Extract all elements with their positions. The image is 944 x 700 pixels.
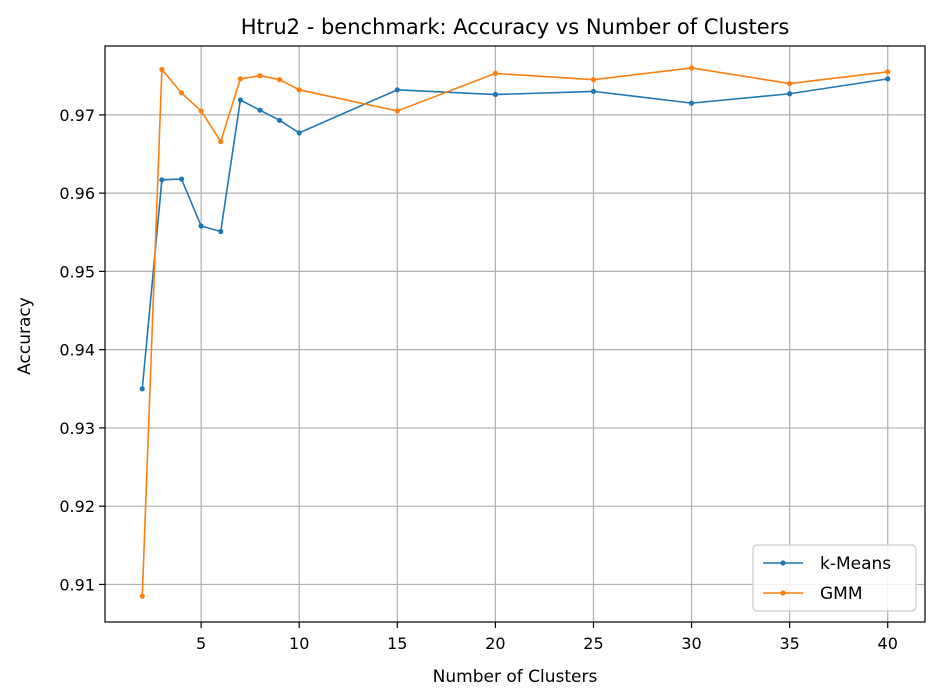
x-tick-label: 25 [583,634,603,653]
data-point-k-means [139,386,145,392]
data-point-gmm [257,73,263,79]
data-point-k-means [276,117,283,123]
legend-swatch-marker [780,560,786,566]
x-axis-label: Number of Clusters [433,667,598,687]
x-tick-label: 30 [681,634,701,653]
x-tick-label: 35 [779,634,799,653]
axis-ticks: 5 10 15 20 25 30 35 40 0.91 0.92 0.93 0.94 0.95 0.96 0… [59,106,898,653]
y-axis-label: Accuracy [15,297,35,375]
legend: k-Means GMM [752,544,917,612]
y-tick-label: 0.91 [59,575,95,594]
x-tick-label: 5 [196,634,206,653]
series-gmm [139,65,891,599]
data-point-gmm [218,138,224,145]
data-point-k-means [787,91,793,97]
data-point-k-means [218,228,224,235]
legend-label: GMM [820,584,863,604]
data-point-k-means [237,97,243,103]
legend-box [752,544,917,612]
data-point-gmm [688,65,695,71]
data-point-k-means [296,130,302,136]
data-point-gmm [159,66,165,73]
data-point-k-means [590,88,597,94]
y-tick-label: 0.92 [59,497,95,516]
legend-swatch-marker [780,590,786,596]
legend-item-k-means: k-Means [763,554,891,574]
series-line-gmm [141,67,888,597]
data-point-k-means [394,87,400,93]
y-tick-label: 0.97 [59,106,95,125]
plot-frame [104,45,926,623]
data-point-k-means [198,223,204,229]
series-k-means [139,76,891,392]
y-tick-label: 0.95 [59,262,95,281]
data-point-gmm [296,87,302,93]
series-line-k-means [141,78,888,389]
data-point-k-means [257,107,263,113]
data-point-k-means [688,100,695,106]
legend-item-gmm: GMM [763,584,863,604]
x-tick-label: 40 [878,634,898,653]
data-point-gmm [198,108,204,114]
data-point-gmm [276,77,283,83]
y-tick-label: 0.94 [59,341,95,360]
x-tick-label: 20 [485,634,505,653]
data-point-gmm [394,108,400,114]
data-point-gmm [492,70,498,76]
legend-label: k-Means [820,554,891,574]
data-point-k-means [492,91,498,98]
grid [105,46,925,622]
data-point-gmm [787,80,793,87]
data-point-k-means [178,176,185,182]
data-point-k-means [159,177,165,183]
data-point-gmm [237,76,243,82]
y-tick-label: 0.93 [59,419,95,438]
series-layer [139,65,891,599]
x-tick-label: 10 [289,634,309,653]
data-point-gmm [885,69,891,75]
data-point-k-means [885,76,891,82]
y-tick-label: 0.96 [59,184,95,203]
data-point-gmm [139,593,145,599]
data-point-gmm [178,90,185,96]
data-point-gmm [590,77,597,83]
chart-title: Htru2 - benchmark: Accuracy vs Number of… [241,15,790,39]
x-tick-label: 15 [387,634,407,653]
